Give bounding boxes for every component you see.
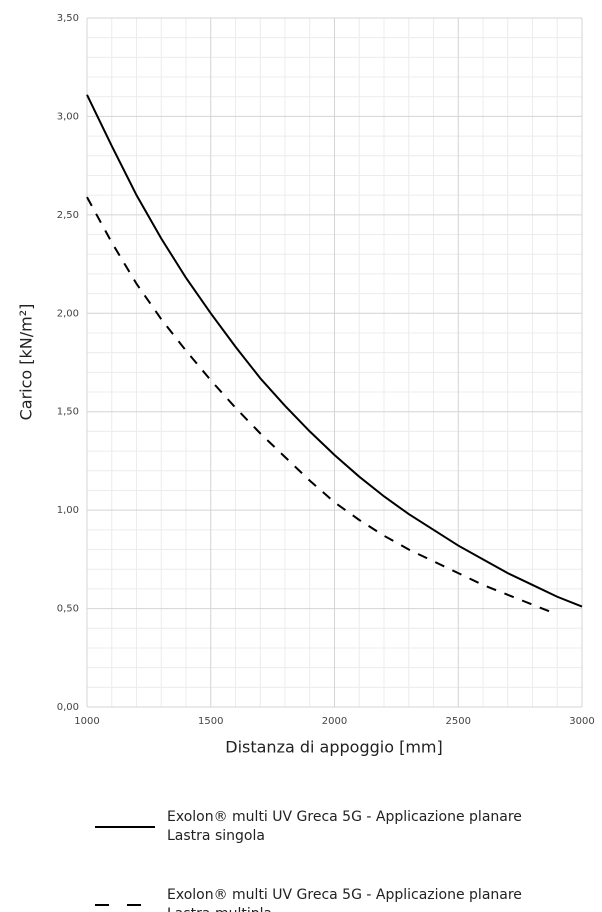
y-tick-label: 1,00 [57,505,79,516]
chart: Distanza di appoggio [mm] Carico [kN/m²]… [17,13,595,757]
x-tick-label: 2500 [446,716,471,727]
x-tick-label: 1500 [198,716,223,727]
y-tick-label: 2,00 [57,308,79,319]
legend-swatch [95,904,155,906]
legend-label: Exolon® multi UV Greca 5G - Applicazione… [167,887,522,912]
y-tick-label: 0,50 [57,604,79,615]
x-axis-label: Distanza di appoggio [mm] [225,738,443,757]
x-tick-label: 1000 [74,716,99,727]
y-tick-label: 2,50 [57,210,79,221]
x-tick-label: 2000 [322,716,347,727]
series-line [86,196,558,616]
x-tick-label: 3000 [569,716,594,727]
series-line [86,94,583,608]
y-tick-label: 3,00 [57,111,79,122]
legend-swatch [95,826,155,828]
y-tick-label: 1,50 [57,407,79,418]
legend-label: Exolon® multi UV Greca 5G - Applicazione… [167,809,522,844]
y-axis-label: Carico [kN/m²] [17,304,36,421]
y-tick-label: 3,50 [57,13,79,24]
y-tick-label: 0,00 [57,702,79,713]
